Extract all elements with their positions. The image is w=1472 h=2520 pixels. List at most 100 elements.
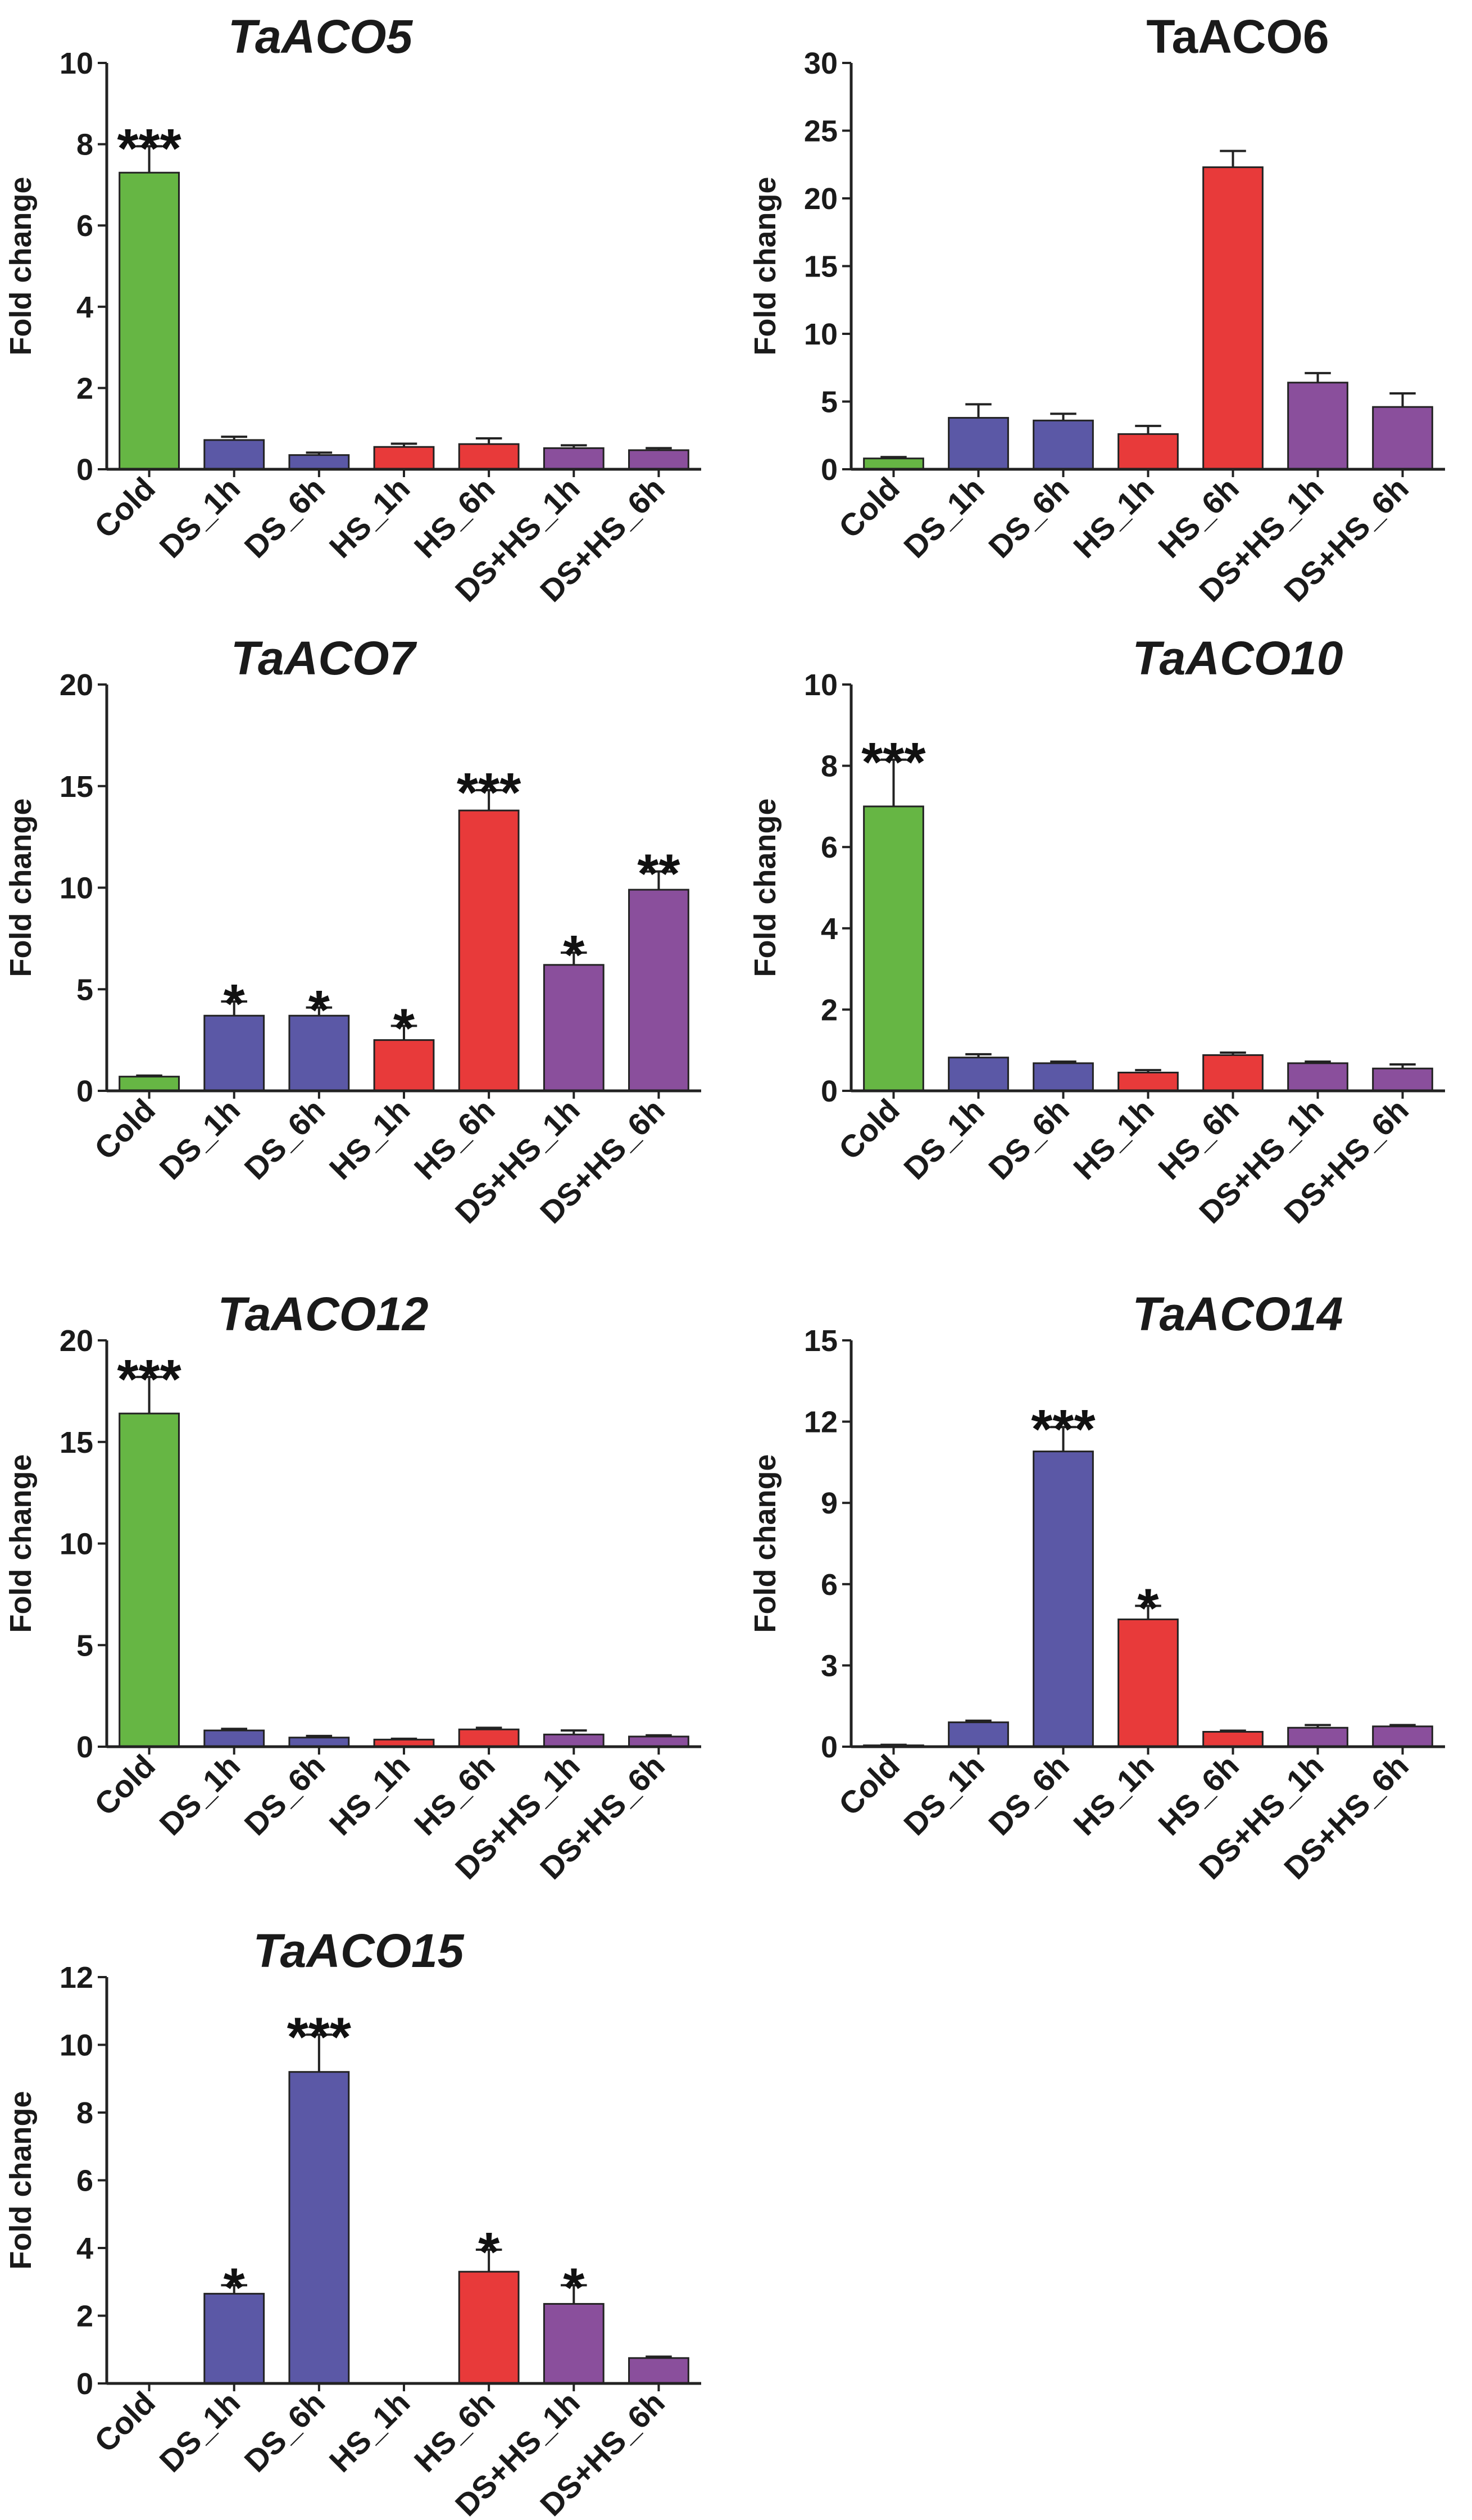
bar-taaco5-ds-1h <box>203 439 265 470</box>
y-tick-label-taaco15-0: 0 <box>76 2367 93 2401</box>
y-tick-label-taaco12-10: 10 <box>60 1528 93 1561</box>
y-tick-label-taaco14-15: 15 <box>804 1324 838 1358</box>
y-tick-label-taaco6-0: 0 <box>821 453 838 487</box>
bar-taaco7-ds-plus-hs-6h <box>628 889 689 1092</box>
bar-taaco15-ds-plus-hs-6h <box>628 2357 689 2385</box>
y-axis-label-taaco15: Fold change <box>4 2091 38 2269</box>
bar-taaco10-ds-plus-hs-6h <box>1372 1067 1433 1092</box>
y-tick-label-taaco5-4: 4 <box>76 291 93 324</box>
bar-taaco14-ds-1h <box>948 1721 1009 1748</box>
y-tick-label-taaco15-6: 6 <box>76 2164 93 2198</box>
y-tick-label-taaco14-9: 9 <box>821 1486 838 1520</box>
y-tick-label-taaco6-15: 15 <box>804 250 838 284</box>
y-tick-label-taaco12-5: 5 <box>76 1629 93 1662</box>
bar-taaco5-ds-plus-hs-1h <box>543 447 605 470</box>
y-tick-label-taaco10-0: 0 <box>821 1075 838 1108</box>
y-tick-label-taaco10-2: 2 <box>821 993 838 1027</box>
bar-taaco10-cold <box>863 805 924 1092</box>
bar-taaco5-hs-6h <box>458 443 520 470</box>
bar-taaco7-ds-plus-hs-1h <box>543 964 605 1092</box>
y-tick-label-taaco5-6: 6 <box>76 209 93 243</box>
y-tick-label-taaco15-12: 12 <box>60 1961 93 1995</box>
significance-taaco14-hs-1h: * <box>1137 1577 1159 1639</box>
y-tick-label-taaco12-0: 0 <box>76 1730 93 1764</box>
bar-taaco14-hs-6h <box>1202 1730 1264 1748</box>
y-tick-label-taaco5-0: 0 <box>76 453 93 487</box>
chart-title-taaco5: TaACO5 <box>228 10 414 63</box>
bar-taaco6-ds-plus-hs-1h <box>1287 382 1348 470</box>
y-tick-label-taaco14-3: 3 <box>821 1649 838 1683</box>
chart-title-taaco12: TaACO12 <box>217 1288 428 1340</box>
bar-taaco14-ds-6h <box>1033 1451 1094 1748</box>
y-tick-label-taaco7-15: 15 <box>60 770 93 804</box>
bar-taaco5-ds-6h <box>288 454 350 470</box>
bar-taaco15-ds-plus-hs-1h <box>543 2303 605 2385</box>
y-axis-label-taaco5: Fold change <box>4 176 38 355</box>
bar-taaco6-ds-6h <box>1033 419 1094 470</box>
significance-taaco7-ds-6h: * <box>308 979 330 1041</box>
significance-taaco5-cold: *** <box>117 117 181 179</box>
significance-taaco15-ds-6h: *** <box>287 2006 352 2068</box>
bar-taaco14-ds-plus-hs-6h <box>1372 1725 1433 1748</box>
bar-taaco7-hs-6h <box>458 809 520 1092</box>
significance-taaco12-cold: *** <box>117 1348 181 1410</box>
bar-taaco6-hs-1h <box>1117 433 1179 470</box>
y-tick-label-taaco6-10: 10 <box>804 318 838 351</box>
bar-taaco12-cold <box>119 1412 180 1748</box>
y-tick-label-taaco10-8: 8 <box>821 750 838 783</box>
y-tick-label-taaco14-6: 6 <box>821 1568 838 1602</box>
y-axis-label-taaco6: Fold change <box>748 176 782 355</box>
y-tick-label-taaco5-8: 8 <box>76 128 93 162</box>
y-tick-label-taaco15-4: 4 <box>76 2232 93 2265</box>
bar-taaco6-ds-1h <box>948 416 1009 470</box>
significance-taaco7-ds-plus-hs-1h: * <box>563 924 585 986</box>
y-tick-label-taaco6-25: 25 <box>804 115 838 148</box>
bar-taaco6-ds-plus-hs-6h <box>1372 406 1433 470</box>
y-axis-label-taaco12: Fold change <box>4 1454 38 1633</box>
bar-taaco6-hs-6h <box>1202 166 1264 470</box>
chart-title-taaco14: TaACO14 <box>1132 1288 1343 1340</box>
chart-title-taaco15: TaACO15 <box>253 1924 464 1977</box>
significance-taaco15-ds-1h: * <box>224 2256 246 2318</box>
bar-taaco12-hs-6h <box>458 1728 520 1748</box>
y-axis-label-taaco14: Fold change <box>748 1454 782 1633</box>
chart-title-taaco6: TaACO6 <box>1146 10 1329 63</box>
bar-taaco5-hs-1h <box>373 446 435 470</box>
significance-taaco7-ds-1h: * <box>224 973 246 1035</box>
bar-taaco6-cold <box>863 457 924 470</box>
y-tick-label-taaco10-6: 6 <box>821 831 838 864</box>
chart-title-taaco10: TaACO10 <box>1132 632 1343 685</box>
y-axis-label-taaco10: Fold change <box>748 798 782 977</box>
significance-taaco7-ds-plus-hs-6h: ** <box>637 843 680 905</box>
y-tick-label-taaco15-8: 8 <box>76 2096 93 2130</box>
significance-taaco10-cold: *** <box>861 731 926 793</box>
y-tick-label-taaco15-2: 2 <box>76 2300 93 2333</box>
y-tick-label-taaco5-10: 10 <box>60 47 93 80</box>
significance-taaco14-ds-6h: *** <box>1031 1398 1096 1460</box>
bar-taaco10-hs-6h <box>1202 1054 1264 1092</box>
y-tick-label-taaco14-0: 0 <box>821 1730 838 1764</box>
bar-taaco7-ds-1h <box>203 1014 265 1092</box>
bar-taaco10-ds-plus-hs-1h <box>1287 1062 1348 1092</box>
y-tick-label-taaco15-10: 10 <box>60 2029 93 2063</box>
bar-taaco10-ds-1h <box>948 1057 1009 1092</box>
y-tick-label-taaco7-0: 0 <box>76 1075 93 1108</box>
significance-taaco15-hs-6h: * <box>478 2221 500 2283</box>
bar-taaco12-ds-plus-hs-1h <box>543 1733 605 1748</box>
chart-title-taaco7: TaACO7 <box>231 632 417 685</box>
y-tick-label-taaco6-5: 5 <box>821 386 838 419</box>
significance-taaco15-ds-plus-hs-1h: * <box>563 2256 585 2318</box>
bar-taaco7-cold <box>119 1076 180 1092</box>
bar-taaco10-hs-1h <box>1117 1071 1179 1092</box>
y-tick-label-taaco7-10: 10 <box>60 872 93 905</box>
y-tick-label-taaco7-5: 5 <box>76 973 93 1007</box>
y-tick-label-taaco7-20: 20 <box>60 668 93 702</box>
y-tick-label-taaco10-10: 10 <box>804 668 838 702</box>
y-tick-label-taaco14-12: 12 <box>804 1406 838 1439</box>
bar-taaco14-hs-1h <box>1117 1618 1179 1748</box>
y-axis-label-taaco7: Fold change <box>4 798 38 977</box>
bar-taaco12-ds-1h <box>203 1729 265 1748</box>
y-tick-label-taaco6-20: 20 <box>804 182 838 216</box>
